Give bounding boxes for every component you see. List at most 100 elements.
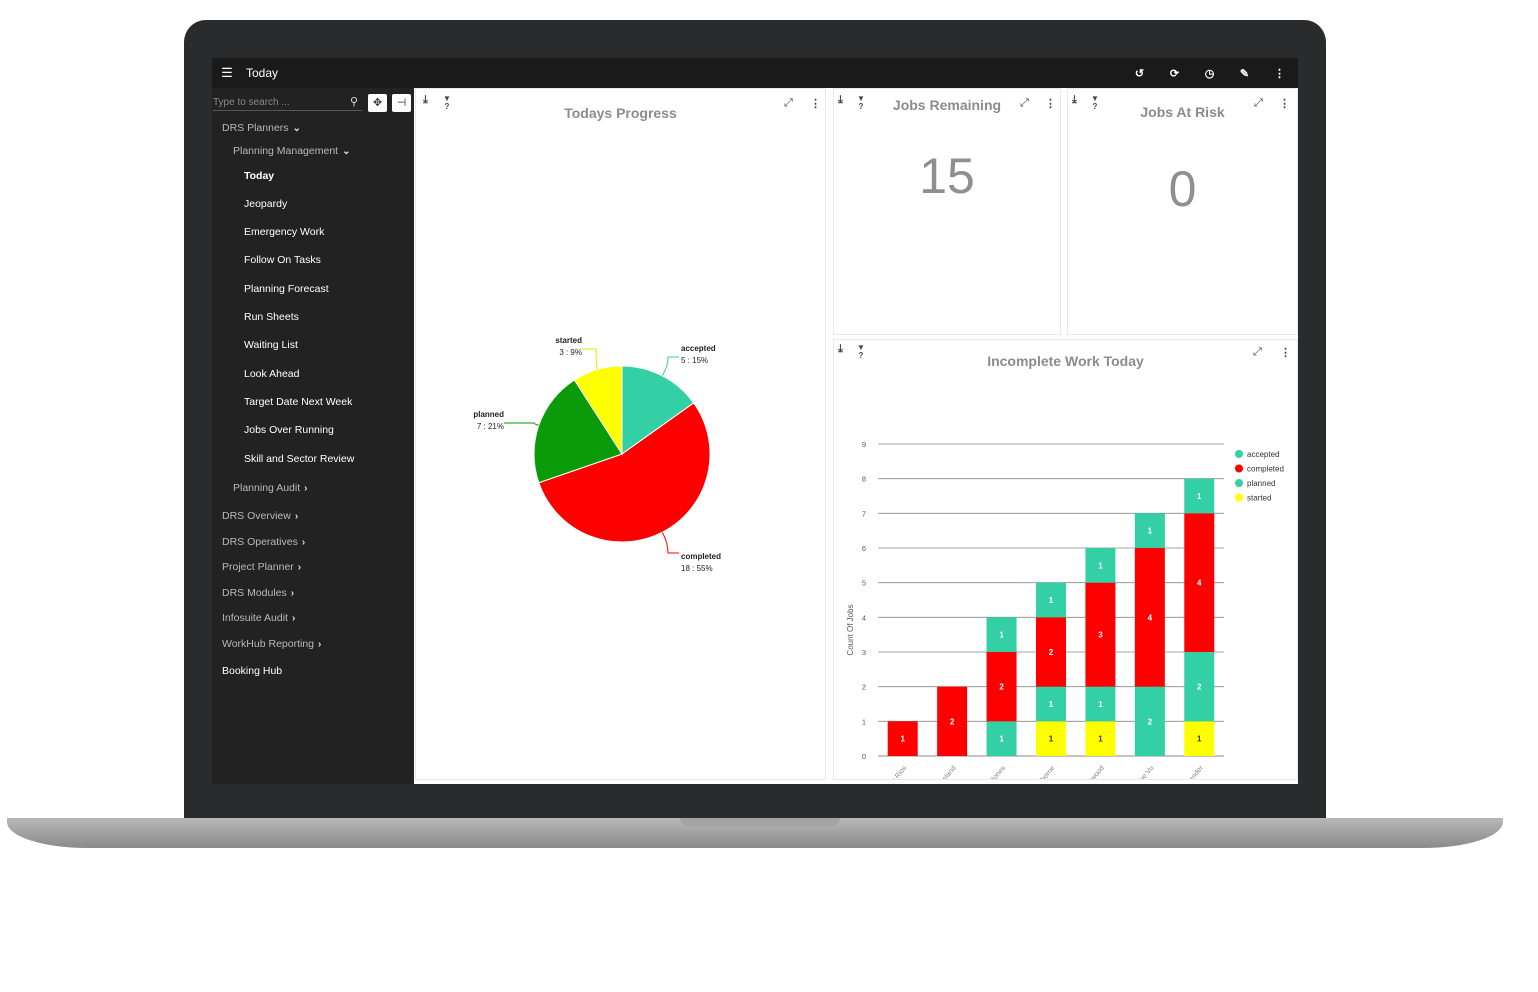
bar-segment-completed: [1036, 617, 1066, 687]
pie-connector-accepted: [661, 356, 679, 377]
refresh-icon[interactable]: ⟳: [1169, 67, 1180, 80]
bar-data-label: 1: [999, 631, 1004, 640]
sidebar-item-infosuite-audit[interactable]: Infosuite Audit ›: [222, 612, 295, 624]
bar-segment-started: [1184, 721, 1215, 756]
search-icon[interactable]: ⚲: [350, 96, 359, 108]
filter-icon[interactable]: ▼?: [857, 343, 865, 360]
wrench-icon[interactable]: ✎: [1239, 67, 1250, 80]
sidebar-item-emergency-work[interactable]: Emergency Work: [244, 226, 324, 238]
bar-segment-completed: [887, 721, 918, 756]
search-input[interactable]: [213, 94, 363, 111]
bar-data-label: 1: [999, 735, 1004, 744]
sidebar-item-label: Waiting List: [244, 339, 298, 351]
hamburger-menu-icon[interactable]: ☰: [221, 65, 233, 80]
expand-icon[interactable]: ⤢: [1254, 97, 1263, 109]
more-vert-icon[interactable]: ⋮: [1045, 98, 1056, 110]
sidebar-item-target-date-next-week[interactable]: Target Date Next Week: [244, 396, 352, 408]
filter-icon[interactable]: ▼?: [857, 94, 865, 111]
bar-segment-planned: [1085, 686, 1116, 722]
pin-button[interactable]: ⊣: [392, 94, 411, 112]
pie-connector-completed: [661, 531, 679, 554]
bar-segment-accepted: [1134, 513, 1165, 548]
history-icon[interactable]: ↺: [1134, 67, 1145, 80]
sidebar-item-planning-management[interactable]: Planning Management ⌄: [233, 145, 350, 157]
bar-segment-planned: [986, 721, 1017, 756]
bar-segment-completed: [1134, 548, 1165, 687]
bar-data-label: 2: [1049, 648, 1054, 657]
y-tick-label: 6: [862, 544, 866, 553]
more-vert-icon[interactable]: ⋮: [1280, 347, 1291, 359]
download-icon[interactable]: ⤓: [423, 94, 428, 106]
download-icon[interactable]: ⤓: [1072, 94, 1077, 106]
legend-label: accepted: [1247, 450, 1279, 459]
sidebar-item-planning-audit[interactable]: Planning Audit ›: [233, 482, 307, 494]
expand-icon[interactable]: ⤢: [1253, 346, 1262, 358]
sidebar-item-drs-overview[interactable]: DRS Overview ›: [222, 510, 298, 522]
bar-data-label: 1: [900, 735, 905, 744]
x-tick-label: Hugo Blender: [1172, 764, 1205, 779]
sidebar-item-look-ahead[interactable]: Look Ahead: [244, 368, 299, 380]
bar-data-label: 2: [950, 717, 955, 726]
sidebar-item-drs-planners[interactable]: DRS Planners ⌄: [222, 122, 301, 134]
expand-icon[interactable]: ⤢: [784, 97, 793, 109]
bar-segment-accepted: [1036, 582, 1066, 618]
expand-icon[interactable]: ⤢: [1020, 97, 1029, 109]
sidebar-item-planning-forecast[interactable]: Planning Forecast: [244, 283, 329, 295]
chevron-down-icon: ⌄: [292, 123, 301, 134]
bar-data-label: 1: [1197, 735, 1202, 744]
x-tick-label: Allana Copeland: [919, 765, 957, 779]
more-vert-icon[interactable]: ⋮: [1274, 67, 1285, 80]
sidebar-item-drs-modules[interactable]: DRS Modules ›: [222, 587, 294, 599]
sidebar-item-jeopardy[interactable]: Jeopardy: [244, 198, 287, 210]
sidebar-item-jobs-over-running[interactable]: Jobs Over Running: [244, 424, 334, 436]
bar-segment-accepted: [1184, 478, 1215, 514]
sidebar-item-label: DRS Planners: [222, 122, 289, 134]
bar-data-label: 1: [1098, 735, 1103, 744]
sidebar-item-label: Jobs Over Running: [244, 424, 334, 436]
jobs-remaining-panel: ⤓ ▼? Jobs Remaining ⤢ ⋮ 15: [833, 88, 1061, 335]
more-vert-icon[interactable]: ⋮: [810, 98, 821, 110]
sidebar-item-drs-operatives[interactable]: DRS Operatives ›: [222, 536, 305, 548]
sidebar-item-label: Jeopardy: [244, 198, 288, 210]
y-tick-label: 1: [862, 717, 866, 726]
pie-label-value: 7 : 21%: [477, 422, 504, 431]
clock-icon[interactable]: ◷: [1204, 67, 1215, 80]
sidebar-item-label: DRS Operatives: [222, 536, 298, 548]
sidebar-item-label: Target Date Next Week: [244, 396, 353, 408]
sidebar-item-label: Project Planner: [222, 561, 294, 573]
pie-connector-started: [582, 348, 598, 370]
sidebar-item-booking-hub[interactable]: Booking Hub: [222, 665, 282, 677]
legend-label: planned: [1247, 479, 1275, 488]
bar-segment-accepted: [986, 617, 1017, 652]
todays-progress-panel: ⤓ ▼? Todays Progress ⤢ ⋮ accepted 5 : 15%…: [415, 88, 826, 780]
sidebar-item-project-planner[interactable]: Project Planner ›: [222, 561, 301, 573]
filter-icon[interactable]: ▼?: [443, 94, 451, 111]
y-tick-label: 3: [862, 648, 866, 657]
download-icon[interactable]: ⤓: [838, 94, 843, 106]
bar-segment-accepted: [1085, 548, 1116, 583]
chevron-right-icon: ›: [294, 511, 299, 522]
chevron-right-icon: ›: [301, 537, 306, 548]
sidebar-item-label: Planning Audit: [233, 482, 301, 494]
jobs-at-risk-value: 0: [1168, 161, 1197, 217]
sidebar-item-run-sheets[interactable]: Run Sheets: [244, 311, 299, 323]
bar-data-label: 1: [1049, 700, 1054, 709]
sidebar-item-follow-on-tasks[interactable]: Follow On Tasks: [244, 254, 321, 266]
pie-connector-planned: [504, 422, 539, 426]
filter-icon[interactable]: ▼?: [1091, 94, 1099, 111]
pie-label-name: started: [555, 336, 582, 345]
sidebar-item-today[interactable]: Today: [244, 170, 274, 182]
download-icon[interactable]: ⤓: [838, 343, 843, 355]
more-vert-icon[interactable]: ⋮: [1279, 98, 1290, 110]
locate-button[interactable]: ✥: [368, 94, 387, 112]
sidebar-item-label: Skill and Sector Review: [244, 453, 355, 465]
y-tick-label: 9: [862, 440, 866, 449]
sidebar-item-workhub-reporting[interactable]: WorkHub Reporting ›: [222, 638, 321, 650]
sidebar-item-waiting-list[interactable]: Waiting List: [244, 339, 298, 351]
jobs-remaining-value: 15: [919, 148, 975, 204]
x-tick-label: Georgie Thorne: [1020, 765, 1057, 779]
bar-segment-completed: [937, 686, 968, 756]
sidebar-item-skill-and-sector-review[interactable]: Skill and Sector Review: [244, 453, 354, 465]
x-tick-label: Keeley Rios: [879, 764, 909, 779]
legend-marker-planned: [1235, 479, 1243, 487]
